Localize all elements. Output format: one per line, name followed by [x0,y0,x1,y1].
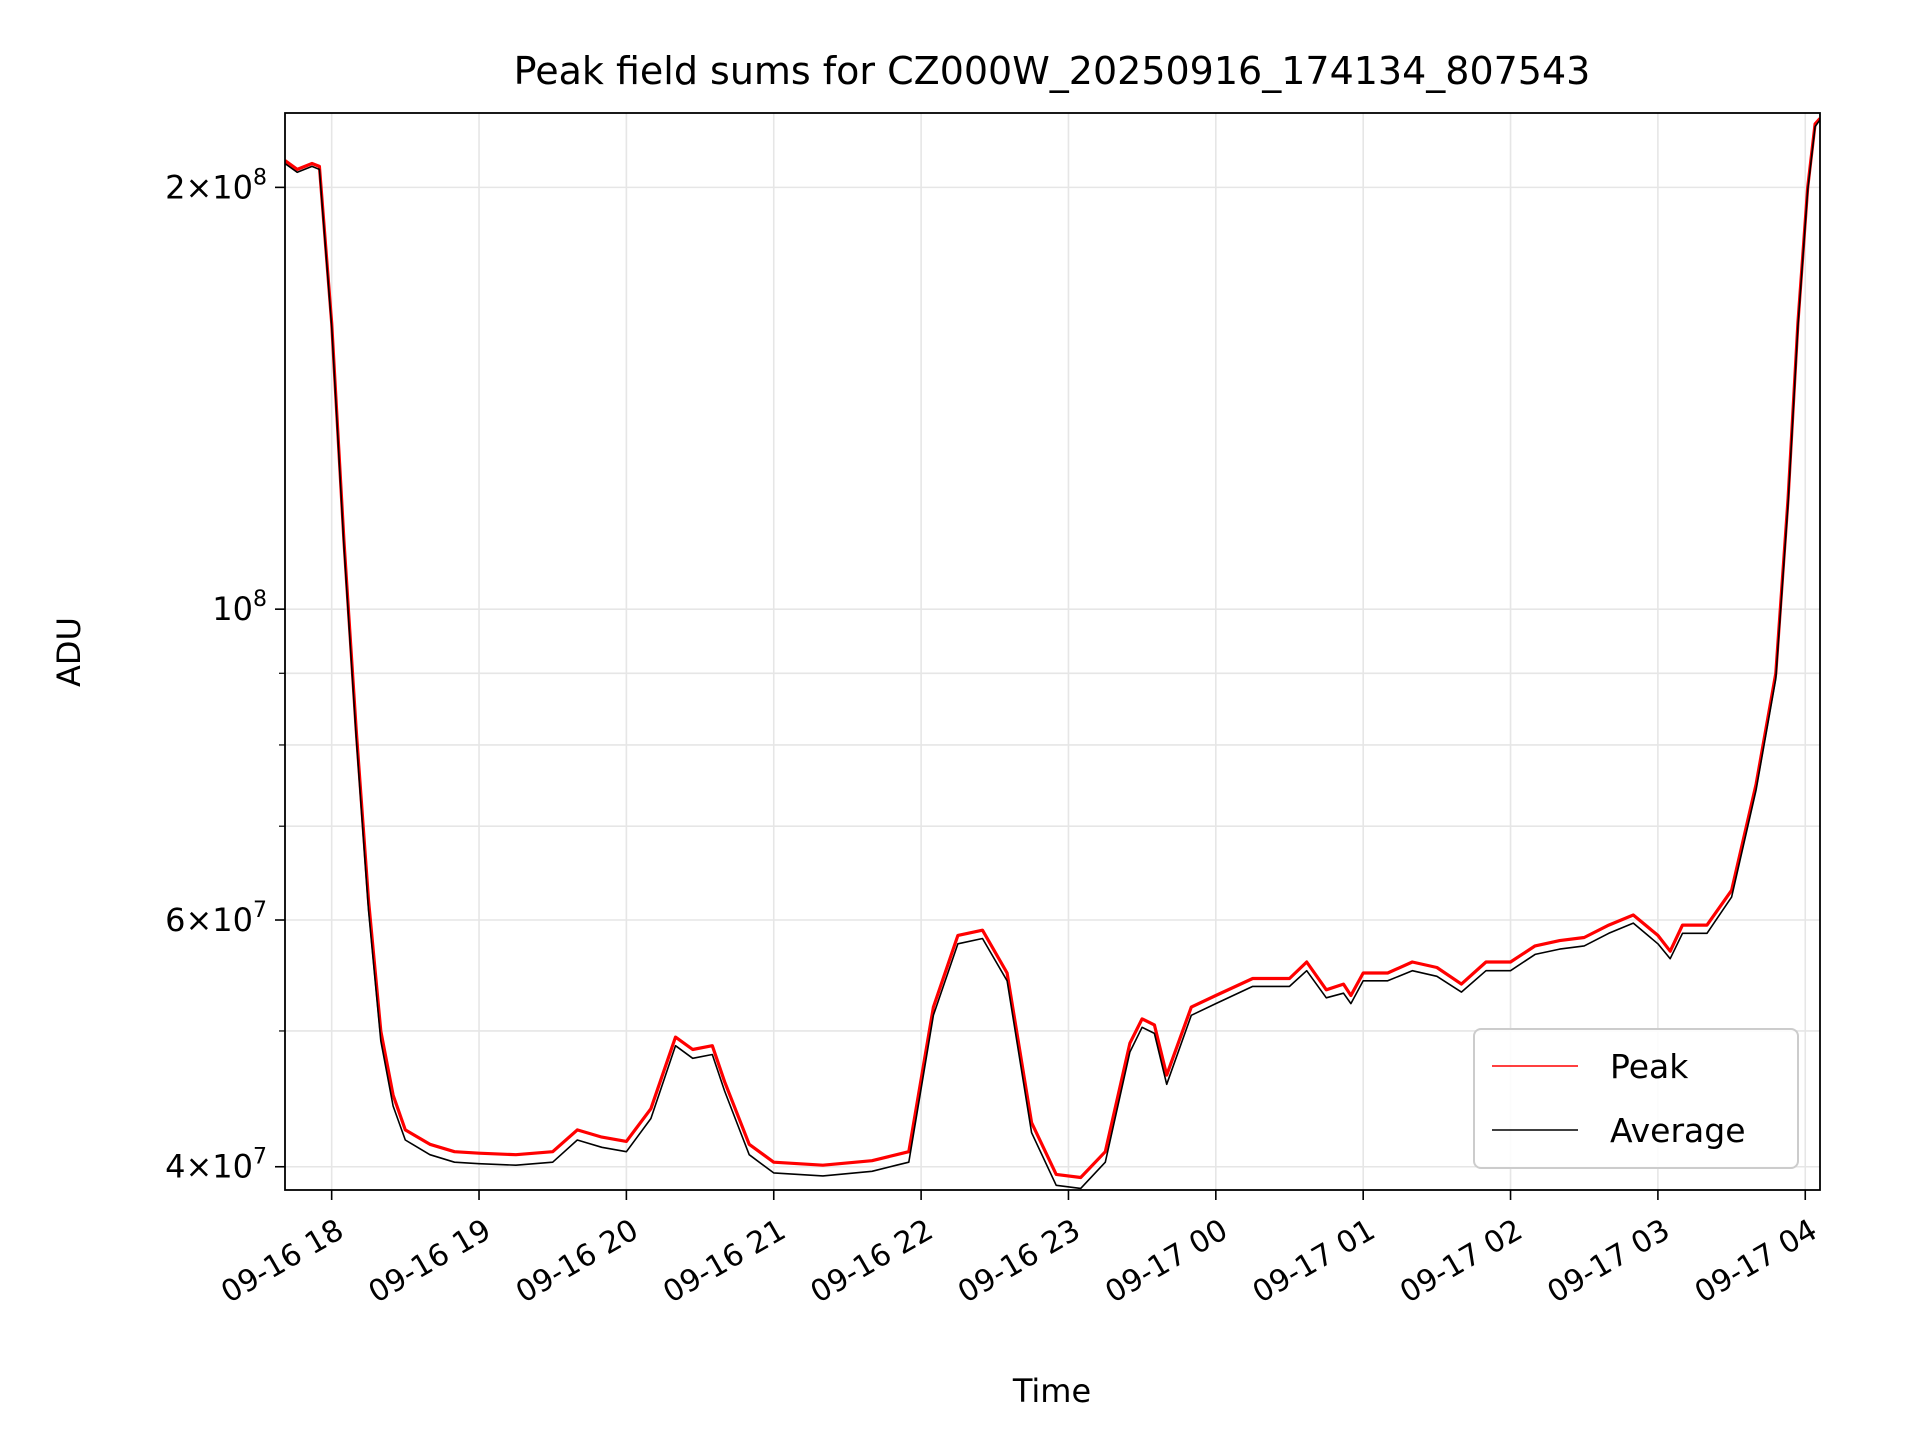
series-lines [285,117,1820,1190]
y-axis-label: ADU [50,617,88,687]
legend: Peak Average [1473,1028,1799,1169]
legend-box [1473,1028,1799,1169]
grid-lines [285,113,1820,1190]
legend-label-peak: Peak [1610,1047,1689,1086]
x-axis-label: Time [1012,1372,1091,1410]
series-line-average [285,119,1820,1190]
y-tick-label: 2×108 [165,165,267,206]
y-tick-label: 4×107 [165,1145,267,1186]
y-tick-label: 6×107 [165,898,267,939]
legend-label-average: Average [1610,1111,1746,1150]
plot-frame [284,112,1821,1191]
series-line-peak [285,117,1820,1180]
y-axis-ticks: 4×107 6×107 108 2×108 [165,165,285,1186]
y-tick-label: 108 [212,587,267,628]
chart-title: Peak field sums for CZ000W_20250916_1741… [514,49,1591,93]
